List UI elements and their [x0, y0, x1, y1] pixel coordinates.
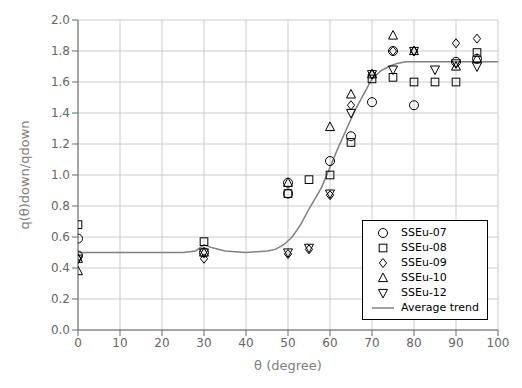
- svg-text:1.6: 1.6: [51, 75, 70, 89]
- svg-text:20: 20: [154, 336, 169, 350]
- svg-text:0.4: 0.4: [51, 261, 70, 275]
- html-text:SSEu-07: SSEu-07: [401, 226, 447, 239]
- html-text:SSEu-10: SSEu-10: [401, 271, 447, 284]
- html-text:Average trend: Average trend: [401, 301, 479, 314]
- svg-text:50: 50: [280, 336, 295, 350]
- svg-text:40: 40: [238, 336, 253, 350]
- svg-text:θ (degree): θ (degree): [254, 358, 322, 373]
- html-text:SSEu-09: SSEu-09: [401, 256, 447, 269]
- svg-text:0: 0: [74, 336, 82, 350]
- svg-text:2.0: 2.0: [51, 13, 70, 27]
- svg-text:70: 70: [364, 336, 379, 350]
- svg-text:1.0: 1.0: [51, 168, 70, 182]
- svg-text:100: 100: [487, 336, 510, 350]
- svg-text:30: 30: [196, 336, 211, 350]
- svg-text:60: 60: [322, 336, 337, 350]
- svg-text:q(θ)down/qdown: q(θ)down/qdown: [17, 120, 32, 229]
- html-text:SSEu-12: SSEu-12: [401, 286, 447, 299]
- svg-text:10: 10: [112, 336, 127, 350]
- svg-text:1.2: 1.2: [51, 137, 70, 151]
- svg-text:1.8: 1.8: [51, 44, 70, 58]
- svg-text:0.8: 0.8: [51, 199, 70, 213]
- html-text:SSEu-08: SSEu-08: [401, 241, 447, 254]
- svg-text:1.4: 1.4: [51, 106, 70, 120]
- svg-text:80: 80: [406, 336, 421, 350]
- svg-text:0.2: 0.2: [51, 292, 70, 306]
- svg-text:0.6: 0.6: [51, 230, 70, 244]
- svg-text:0.0: 0.0: [51, 323, 70, 337]
- svg-text:90: 90: [448, 336, 463, 350]
